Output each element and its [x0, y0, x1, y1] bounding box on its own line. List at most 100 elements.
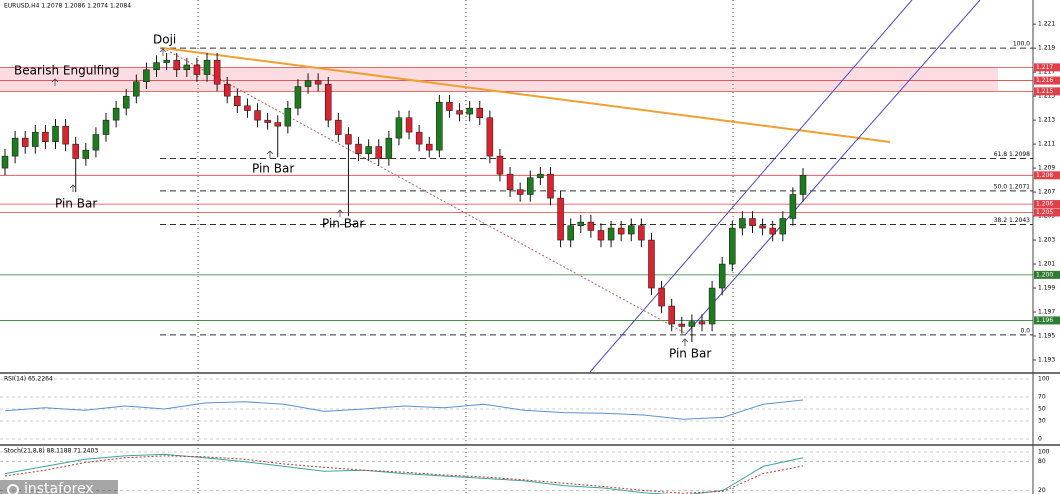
annotation: Pin Bar — [322, 217, 364, 231]
candle-body — [759, 225, 766, 229]
arrow — [69, 184, 77, 192]
candle-body — [537, 173, 544, 178]
y-tick-label: 1.197 — [1038, 309, 1055, 316]
candle-body — [32, 131, 39, 147]
candle-body — [1, 155, 9, 169]
y-tick-label: 1.219 — [1038, 45, 1055, 52]
annotations — [51, 48, 689, 346]
trend-line — [162, 47, 891, 143]
candle-body — [375, 146, 382, 159]
price-box — [1034, 171, 1060, 180]
candle-body — [628, 225, 635, 235]
candle-body — [486, 117, 494, 157]
candle-body — [638, 225, 645, 241]
panel-tick-label: 100 — [1038, 449, 1050, 456]
candle-body — [729, 227, 736, 265]
watermark-logo — [7, 484, 19, 494]
y-tick-label: 1.195 — [1038, 333, 1055, 340]
price-box-label: 1.217 — [1036, 64, 1053, 71]
panel-tick-label: 30 — [1038, 418, 1046, 425]
candle-body — [324, 83, 332, 121]
candle-body — [769, 227, 776, 235]
panel-tick-label: 0 — [1038, 436, 1042, 443]
price-box-label: 1.206 — [1036, 201, 1053, 208]
price-box-label: 1.208 — [1036, 172, 1053, 179]
candle-body — [527, 177, 534, 195]
candle-body — [72, 143, 79, 159]
candle-body — [42, 131, 49, 142]
candle-body — [698, 321, 706, 325]
candle-body — [799, 175, 807, 195]
panel-tick-label: 20 — [1038, 487, 1046, 494]
candle-body — [284, 107, 292, 127]
candle-body — [708, 287, 716, 325]
price-box — [1034, 76, 1060, 85]
candle-body — [426, 143, 433, 151]
candle-body — [234, 95, 241, 106]
watermark: instaforex — [0, 480, 118, 494]
candle-body — [294, 86, 302, 109]
candle-body — [122, 95, 130, 109]
fib-label: 61.8 1.2098 — [994, 151, 1030, 158]
candle-body — [415, 131, 423, 145]
candle-body — [607, 227, 615, 241]
panel-tick-label: 70 — [1038, 394, 1046, 401]
price-box-label: 1.196 — [1036, 317, 1053, 324]
price-box — [1034, 63, 1060, 72]
indicator-panels: 100 70 50 30 0 100 80 20 — [0, 376, 1050, 494]
candle-body — [193, 64, 201, 75]
fib-label: 50.0 1.2071 — [994, 183, 1030, 190]
candle-body — [567, 225, 574, 241]
panel-tick-label: 80 — [1038, 458, 1046, 465]
price-box-label: 1.205 — [1036, 209, 1053, 216]
channel-line — [684, 0, 981, 336]
candle-body — [436, 101, 443, 151]
candle-body — [476, 107, 484, 118]
candle-body — [143, 69, 150, 83]
fib-label: 0.0 — [1020, 327, 1030, 334]
price-box — [1034, 87, 1060, 96]
price-box — [1034, 270, 1060, 279]
candle-body — [11, 137, 19, 157]
candle-body — [506, 173, 514, 190]
watermark-text: instaforex — [24, 481, 94, 494]
candle-body — [112, 107, 120, 121]
candle-body — [395, 117, 403, 139]
y-tick-label: 1.215 — [1038, 93, 1055, 100]
annotation: Pin Bar — [55, 197, 97, 211]
candle-body — [496, 155, 504, 175]
y-tick-label: 1.203 — [1038, 237, 1055, 244]
candle-body — [183, 64, 191, 71]
candle-body — [254, 110, 261, 121]
chart-title: EURUSD,H4 1.2078 1.2086 1.2074 1.2084 — [4, 3, 131, 10]
panel-tick-label: 50 — [1038, 406, 1046, 413]
y-tick-label: 1.213 — [1038, 117, 1055, 124]
candle-body — [547, 173, 554, 199]
candle-body — [274, 122, 281, 127]
annotation: Pin Bar — [669, 347, 711, 361]
candle-body — [82, 149, 90, 159]
price-box-label: 1.216 — [1036, 77, 1053, 84]
drawings — [162, 0, 981, 373]
y-tick-label: 1.221 — [1038, 21, 1055, 28]
rsi-title: RSI(14) 65.2264 — [4, 376, 53, 383]
watermark-bg — [0, 480, 118, 494]
candle-body — [304, 80, 312, 87]
y-tick-label: 1.209 — [1038, 165, 1055, 172]
candle-body — [365, 146, 372, 154]
candle-body — [405, 117, 413, 133]
candle-body — [52, 125, 59, 142]
candle-body — [789, 194, 797, 219]
indicator-line — [4, 399, 804, 420]
candle-body — [597, 230, 605, 241]
candle-body — [739, 218, 746, 229]
candle-body — [446, 101, 453, 111]
channel-line — [589, 0, 913, 373]
y-tick-label: 1.207 — [1038, 189, 1055, 196]
candle-body — [244, 105, 251, 111]
candle-body — [658, 287, 665, 307]
candle-body — [587, 221, 595, 231]
candle-body — [718, 263, 726, 289]
candle-body — [648, 239, 655, 289]
